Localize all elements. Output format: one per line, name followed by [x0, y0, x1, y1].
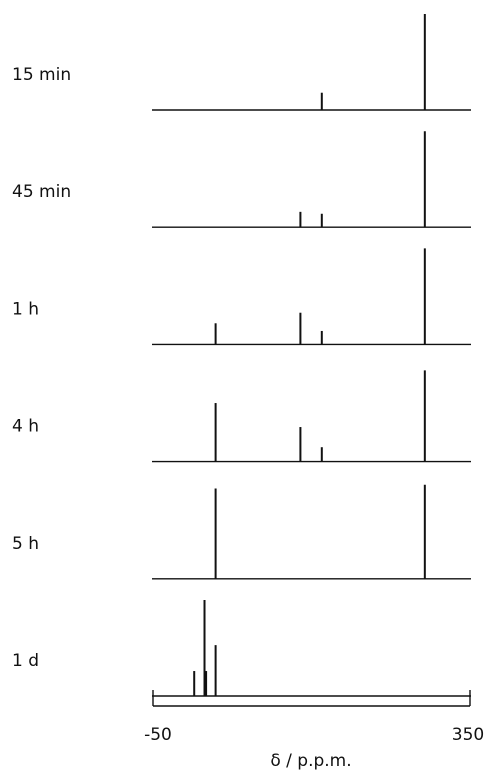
spectrum-row: 4 h [12, 370, 471, 463]
spectrum-time-label: 15 min [12, 65, 71, 85]
x-tick-label-left: -50 [144, 725, 172, 745]
spectrum-time-label: 45 min [12, 182, 71, 202]
spectrum-row: 15 min [12, 14, 471, 111]
spectrum-row: 1 h [12, 248, 471, 346]
x-axis: -50 350 δ / p.p.m. [144, 690, 484, 771]
spectrum-time-label: 5 h [12, 534, 39, 554]
x-axis-title: δ / p.p.m. [270, 751, 351, 771]
spectra-layer: 15 min 45 min 1 h 4 h 5 h 1 d [12, 14, 471, 697]
spectrum-time-label: 1 d [12, 651, 39, 671]
spectrum-time-label: 1 h [12, 299, 39, 319]
spectrum-time-label: 4 h [12, 417, 39, 437]
x-tick-label-right: 350 [452, 725, 484, 745]
spectrum-row: 1 d [12, 600, 471, 697]
spectrum-row: 5 h [12, 484, 471, 580]
spectrum-row: 45 min [12, 131, 471, 228]
